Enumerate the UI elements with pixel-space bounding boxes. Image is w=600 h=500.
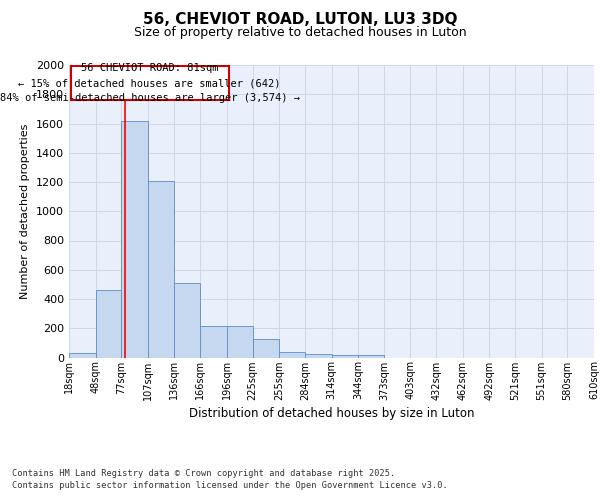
Bar <box>200 326 227 358</box>
Bar <box>148 180 173 358</box>
Bar <box>358 356 384 358</box>
Text: 56 CHEVIOT ROAD: 81sqm
← 15% of detached houses are smaller (642)
84% of semi-de: 56 CHEVIOT ROAD: 81sqm ← 15% of detached… <box>0 64 300 103</box>
Text: 56, CHEVIOT ROAD, LUTON, LU3 3DQ: 56, CHEVIOT ROAD, LUTON, LU3 3DQ <box>143 12 457 28</box>
Y-axis label: Number of detached properties: Number of detached properties <box>20 124 31 299</box>
Bar <box>69 353 95 358</box>
Bar <box>253 339 279 357</box>
Text: Contains HM Land Registry data © Crown copyright and database right 2025.: Contains HM Land Registry data © Crown c… <box>12 469 395 478</box>
Bar <box>95 290 121 358</box>
X-axis label: Distribution of detached houses by size in Luton: Distribution of detached houses by size … <box>189 406 474 420</box>
Bar <box>331 356 358 358</box>
Bar <box>121 120 148 358</box>
Text: Contains public sector information licensed under the Open Government Licence v3: Contains public sector information licen… <box>12 481 448 490</box>
Bar <box>227 326 253 358</box>
Bar <box>71 66 229 100</box>
Text: Size of property relative to detached houses in Luton: Size of property relative to detached ho… <box>134 26 466 39</box>
Bar <box>305 354 332 358</box>
Bar <box>173 283 200 358</box>
Bar <box>279 352 305 358</box>
